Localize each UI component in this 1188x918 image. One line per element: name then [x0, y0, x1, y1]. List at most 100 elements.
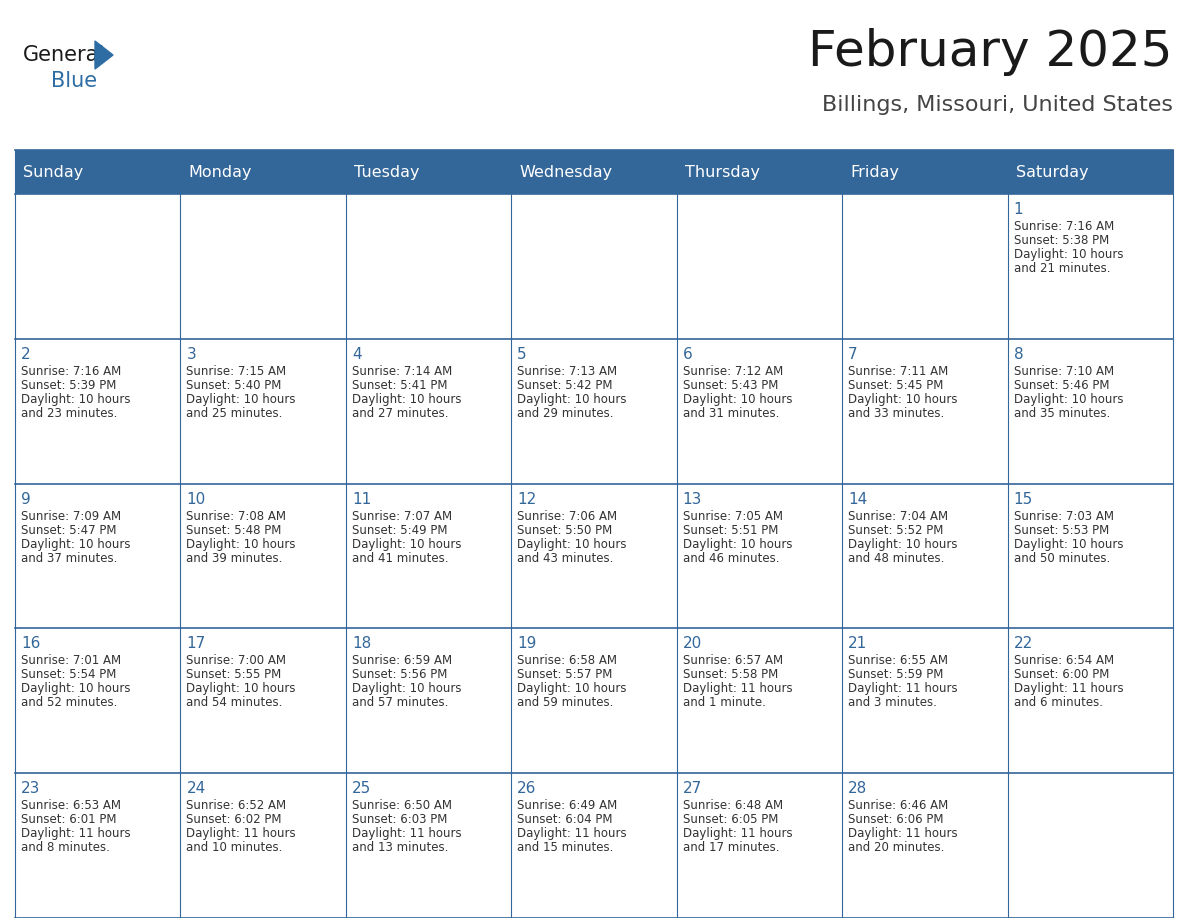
Text: 4: 4	[352, 347, 361, 362]
Text: and 54 minutes.: and 54 minutes.	[187, 697, 283, 710]
Bar	[842, 484, 1007, 629]
Bar	[1007, 194, 1173, 339]
Text: Sunrise: 6:58 AM: Sunrise: 6:58 AM	[517, 655, 618, 667]
Text: February 2025: February 2025	[809, 28, 1173, 76]
Text: 3: 3	[187, 347, 196, 362]
Text: Sunrise: 7:10 AM: Sunrise: 7:10 AM	[1013, 364, 1113, 378]
Text: Daylight: 10 hours: Daylight: 10 hours	[683, 393, 792, 406]
Bar	[677, 484, 842, 629]
Bar	[15, 150, 1173, 194]
Bar	[511, 629, 677, 773]
Text: Sunrise: 6:48 AM: Sunrise: 6:48 AM	[683, 800, 783, 812]
Text: Sunset: 5:51 PM: Sunset: 5:51 PM	[683, 523, 778, 537]
Text: 11: 11	[352, 492, 371, 507]
Bar	[346, 484, 511, 629]
Text: and 29 minutes.: and 29 minutes.	[517, 407, 614, 420]
Text: 8: 8	[1013, 347, 1023, 362]
Text: Tuesday: Tuesday	[354, 164, 419, 180]
Text: 10: 10	[187, 492, 206, 507]
Text: 9: 9	[21, 492, 31, 507]
Text: 15: 15	[1013, 492, 1032, 507]
Text: Daylight: 11 hours: Daylight: 11 hours	[1013, 682, 1123, 696]
Bar	[511, 484, 677, 629]
Text: Saturday: Saturday	[1016, 164, 1088, 180]
Bar	[511, 339, 677, 484]
Text: Daylight: 10 hours: Daylight: 10 hours	[187, 682, 296, 696]
Text: Daylight: 10 hours: Daylight: 10 hours	[517, 538, 627, 551]
Bar	[346, 629, 511, 773]
Text: 21: 21	[848, 636, 867, 652]
Bar	[1007, 773, 1173, 918]
Text: 17: 17	[187, 636, 206, 652]
Bar	[842, 773, 1007, 918]
Text: Daylight: 10 hours: Daylight: 10 hours	[1013, 248, 1123, 261]
Text: General: General	[23, 45, 106, 65]
Text: Sunset: 5:48 PM: Sunset: 5:48 PM	[187, 523, 282, 537]
Text: Sunset: 5:42 PM: Sunset: 5:42 PM	[517, 379, 613, 392]
Text: Sunrise: 7:11 AM: Sunrise: 7:11 AM	[848, 364, 948, 378]
Text: Daylight: 11 hours: Daylight: 11 hours	[352, 827, 461, 840]
Text: 22: 22	[1013, 636, 1032, 652]
Text: Sunset: 6:02 PM: Sunset: 6:02 PM	[187, 813, 282, 826]
Text: Sunset: 5:41 PM: Sunset: 5:41 PM	[352, 379, 448, 392]
Text: Sunrise: 6:50 AM: Sunrise: 6:50 AM	[352, 800, 451, 812]
Text: Sunrise: 7:15 AM: Sunrise: 7:15 AM	[187, 364, 286, 378]
Text: and 41 minutes.: and 41 minutes.	[352, 552, 448, 565]
Bar	[15, 484, 181, 629]
Text: 2: 2	[21, 347, 31, 362]
Text: and 46 minutes.: and 46 minutes.	[683, 552, 779, 565]
Text: Daylight: 10 hours: Daylight: 10 hours	[848, 393, 958, 406]
Text: Sunset: 5:57 PM: Sunset: 5:57 PM	[517, 668, 613, 681]
Text: Sunset: 5:53 PM: Sunset: 5:53 PM	[1013, 523, 1108, 537]
Bar	[181, 339, 346, 484]
Text: Monday: Monday	[189, 164, 252, 180]
Text: Sunset: 5:39 PM: Sunset: 5:39 PM	[21, 379, 116, 392]
Text: 20: 20	[683, 636, 702, 652]
Text: Sunrise: 7:01 AM: Sunrise: 7:01 AM	[21, 655, 121, 667]
Text: and 21 minutes.: and 21 minutes.	[1013, 262, 1110, 275]
Bar	[842, 629, 1007, 773]
Bar	[181, 629, 346, 773]
Text: Daylight: 10 hours: Daylight: 10 hours	[187, 393, 296, 406]
Text: 6: 6	[683, 347, 693, 362]
Text: Sunrise: 6:49 AM: Sunrise: 6:49 AM	[517, 800, 618, 812]
Bar	[511, 773, 677, 918]
Text: Sunrise: 7:05 AM: Sunrise: 7:05 AM	[683, 509, 783, 522]
Text: Sunrise: 7:12 AM: Sunrise: 7:12 AM	[683, 364, 783, 378]
Text: 14: 14	[848, 492, 867, 507]
Text: Sunset: 6:03 PM: Sunset: 6:03 PM	[352, 813, 447, 826]
Text: 19: 19	[517, 636, 537, 652]
Polygon shape	[95, 41, 113, 69]
Text: and 8 minutes.: and 8 minutes.	[21, 841, 109, 855]
Text: Daylight: 11 hours: Daylight: 11 hours	[683, 682, 792, 696]
Text: and 35 minutes.: and 35 minutes.	[1013, 407, 1110, 420]
Text: 13: 13	[683, 492, 702, 507]
Text: and 50 minutes.: and 50 minutes.	[1013, 552, 1110, 565]
Text: Daylight: 10 hours: Daylight: 10 hours	[21, 538, 131, 551]
Text: and 33 minutes.: and 33 minutes.	[848, 407, 944, 420]
Text: 18: 18	[352, 636, 371, 652]
Text: Sunrise: 7:09 AM: Sunrise: 7:09 AM	[21, 509, 121, 522]
Text: 5: 5	[517, 347, 527, 362]
Text: Daylight: 11 hours: Daylight: 11 hours	[848, 682, 958, 696]
Text: Sunset: 5:47 PM: Sunset: 5:47 PM	[21, 523, 116, 537]
Text: Friday: Friday	[851, 164, 899, 180]
Text: Sunset: 5:38 PM: Sunset: 5:38 PM	[1013, 234, 1108, 247]
Text: Sunrise: 7:16 AM: Sunrise: 7:16 AM	[21, 364, 121, 378]
Bar	[346, 339, 511, 484]
Text: and 3 minutes.: and 3 minutes.	[848, 697, 937, 710]
Bar	[1007, 629, 1173, 773]
Bar	[1007, 339, 1173, 484]
Bar	[346, 773, 511, 918]
Bar	[842, 339, 1007, 484]
Bar	[346, 194, 511, 339]
Text: Sunrise: 6:46 AM: Sunrise: 6:46 AM	[848, 800, 948, 812]
Text: and 15 minutes.: and 15 minutes.	[517, 841, 614, 855]
Bar	[842, 194, 1007, 339]
Bar	[181, 773, 346, 918]
Text: and 20 minutes.: and 20 minutes.	[848, 841, 944, 855]
Bar	[677, 773, 842, 918]
Text: Daylight: 10 hours: Daylight: 10 hours	[517, 682, 627, 696]
Text: and 31 minutes.: and 31 minutes.	[683, 407, 779, 420]
Text: 26: 26	[517, 781, 537, 796]
